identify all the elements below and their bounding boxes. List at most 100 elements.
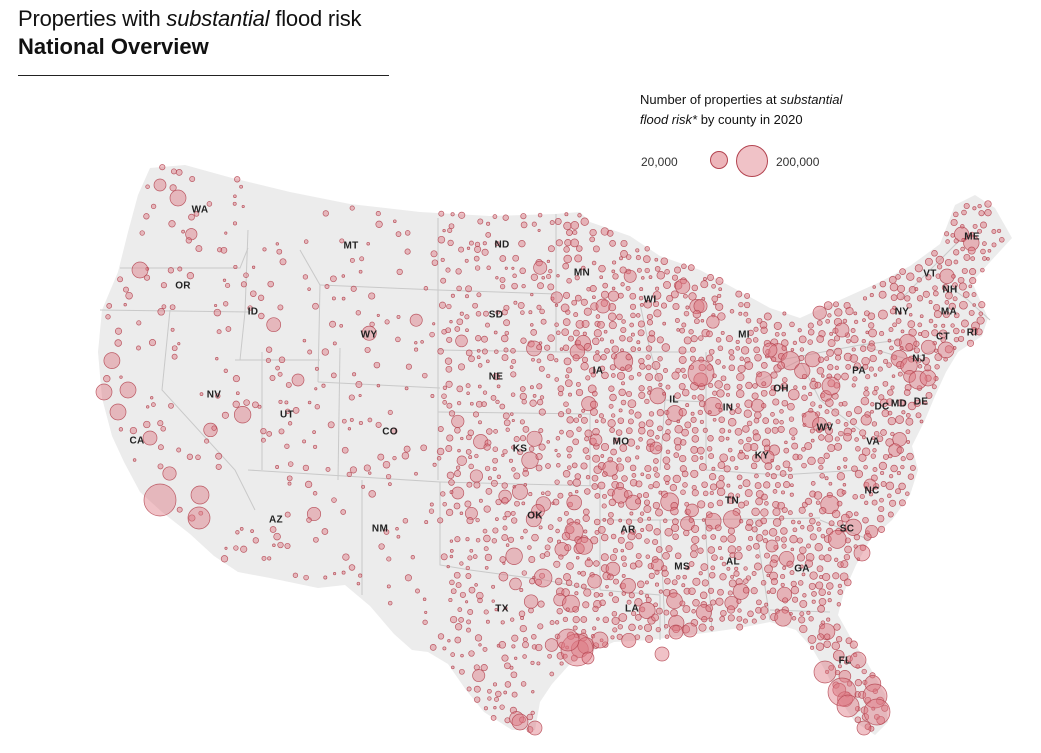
county-bubble [514,500,520,507]
county-bubble [486,265,491,271]
county-bubble [582,447,590,454]
title-prefix: Properties with [18,6,167,31]
state-label-ar: AR [620,525,636,536]
county-bubble [897,371,903,377]
county-bubble [978,301,986,309]
county-bubble [554,620,560,625]
county-bubble [509,577,522,591]
county-bubble [951,274,956,279]
county-bubble [863,478,877,492]
county-bubble [563,221,572,231]
county-bubble [547,334,555,342]
county-bubble [644,246,650,252]
county-bubble [728,404,733,409]
county-bubble [501,534,509,542]
county-bubble [520,681,527,687]
county-bubble [577,571,581,575]
county-bubble [501,354,509,362]
county-bubble [356,581,361,586]
county-bubble [487,696,492,701]
county-bubble [478,643,482,647]
county-bubble [679,327,686,334]
county-bubble [688,329,694,335]
county-bubble [681,470,689,478]
county-bubble [454,536,461,543]
county-bubble [410,555,415,560]
county-bubble [521,501,526,506]
county-bubble [701,481,708,488]
county-bubble [862,296,868,301]
county-bubble [682,482,688,488]
county-bubble [625,390,633,398]
county-bubble [314,366,319,371]
county-bubble [972,303,976,307]
county-bubble [530,329,538,336]
county-bubble [931,329,939,337]
county-bubble [755,534,764,542]
county-bubble [529,399,537,407]
state-label-id: ID [248,307,259,318]
state-border-15 [437,411,591,415]
county-bubble [853,653,858,658]
county-bubble [764,462,773,471]
county-bubble [189,176,196,182]
county-bubble [490,395,497,401]
county-bubble [215,393,221,399]
county-bubble [801,394,808,401]
county-bubble [422,597,427,602]
county-bubble [567,465,572,470]
county-bubble [481,401,487,407]
legend-title-line2-suffix: by county in 2020 [697,112,803,127]
county-bubble [978,210,985,217]
county-bubble [738,439,744,445]
county-bubble [592,295,596,300]
county-bubble [446,336,453,343]
county-bubble [945,291,953,300]
county-bubble [950,233,955,238]
county-bubble [589,433,603,447]
county-bubble [565,645,569,650]
county-bubble [831,509,841,519]
state-label-fl: FL [839,656,852,667]
county-bubble [247,305,253,311]
county-bubble [620,399,627,406]
county-bubble [395,231,402,237]
county-bubble [753,417,760,424]
county-bubble [591,260,597,266]
county-bubble [712,390,718,396]
county-bubble [284,542,291,550]
county-bubble [914,287,919,292]
county-bubble [790,519,796,525]
county-bubble [589,236,596,243]
county-bubble [660,257,669,265]
county-bubble [742,479,751,488]
county-bubble [734,407,742,414]
county-bubble [323,575,328,580]
county-bubble [306,506,322,522]
county-bubble [466,481,473,488]
county-bubble [751,571,757,576]
county-bubble [554,218,562,225]
county-bubble [679,454,687,463]
county-bubble [459,591,466,598]
county-bubble [451,665,455,670]
county-bubble [827,364,834,371]
county-bubble [266,317,282,333]
county-bubble [804,559,814,568]
county-bubble [801,373,808,380]
county-bubble [358,393,362,398]
county-bubble [877,309,888,320]
county-bubble [466,391,470,395]
county-bubble [404,248,411,255]
county-bubble [790,586,800,595]
county-bubble [880,429,887,436]
county-bubble [903,389,911,396]
county-bubble [779,409,784,414]
state-label-ga: GA [794,564,810,575]
county-bubble [151,402,156,407]
county-bubble [349,466,357,474]
county-bubble [810,401,816,407]
county-bubble [240,545,248,553]
county-bubble [562,470,571,478]
county-bubble [474,241,481,248]
